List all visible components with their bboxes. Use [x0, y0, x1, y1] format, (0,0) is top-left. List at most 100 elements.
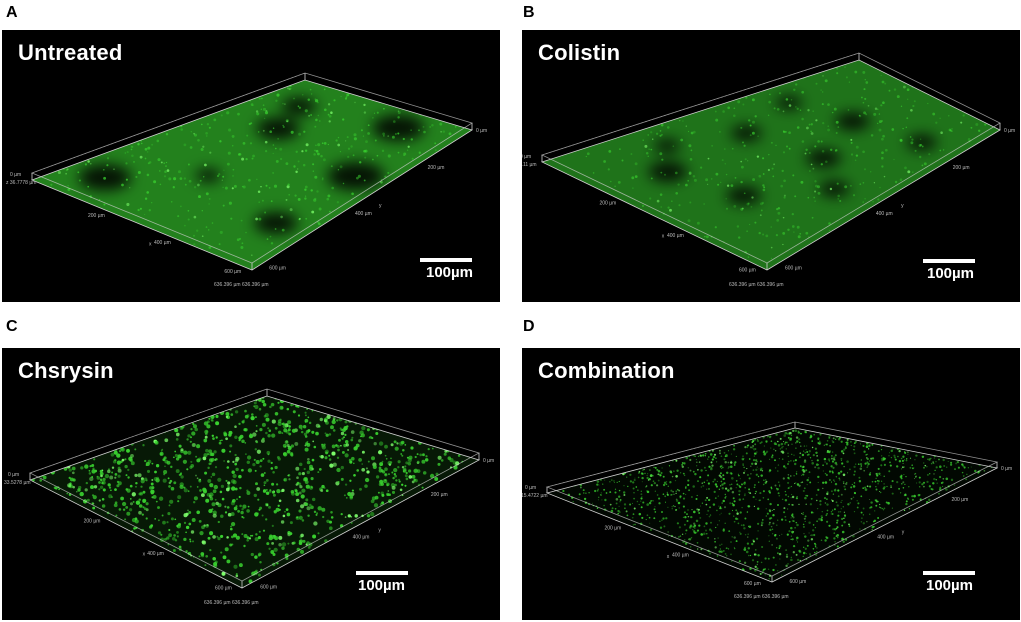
cell-dot [212, 535, 216, 539]
cell-dot [702, 484, 705, 487]
cell-dot [940, 482, 943, 484]
cell-dot [979, 470, 981, 473]
cell-dot [928, 498, 931, 502]
cell-dot [289, 87, 292, 90]
cell-dot [211, 222, 214, 224]
cell-dot [836, 545, 839, 548]
cell-dot [767, 568, 770, 570]
cell-dot [699, 505, 702, 507]
cell-dot [663, 525, 666, 528]
cell-dot [726, 547, 728, 549]
cell-dot [435, 472, 439, 476]
biofilm-void [806, 149, 842, 167]
cell-dot [209, 492, 214, 497]
cell-dot [373, 503, 379, 508]
cell-dot [791, 519, 795, 523]
cell-dot [722, 499, 725, 503]
cell-dot [237, 509, 241, 513]
cell-dot [350, 145, 353, 148]
cell-dot [353, 137, 357, 141]
cell-dot [727, 548, 730, 550]
cell-dot [873, 519, 877, 522]
cell-dot [138, 504, 143, 508]
cell-dot [759, 492, 762, 495]
cell-dot [793, 460, 795, 462]
cell-dot [216, 414, 218, 417]
cell-dot [734, 441, 736, 444]
cell-dot [397, 151, 400, 154]
cell-dot [125, 474, 128, 477]
cell-dot [230, 479, 236, 484]
cell-dot [739, 478, 741, 480]
cell-dot [360, 435, 362, 438]
cell-dot [344, 420, 348, 424]
cell-dot [802, 551, 806, 555]
cell-dot [805, 449, 807, 451]
cell-dot [189, 485, 192, 488]
cell-dot [722, 110, 725, 113]
axis-label-y-1: 400 µm [355, 211, 372, 217]
cell-dot [596, 507, 599, 509]
cell-dot [248, 178, 251, 182]
cell-dot [193, 132, 195, 135]
cell-dot [911, 495, 914, 498]
cell-dot [393, 440, 397, 444]
cell-dot [137, 473, 142, 478]
cell-dot [308, 421, 312, 425]
cell-dot [254, 404, 259, 410]
cell-dot [746, 230, 748, 233]
cell-dot [732, 497, 735, 500]
cell-dot [287, 183, 290, 186]
cell-dot [862, 201, 864, 203]
cell-dot [908, 485, 910, 488]
axis-label-z-top: 0 µm [525, 485, 536, 491]
cell-dot [287, 542, 290, 545]
cell-dot [337, 143, 341, 147]
cell-dot [853, 510, 856, 513]
cell-dot [722, 549, 725, 552]
cell-dot [790, 428, 792, 429]
cell-dot [754, 462, 758, 465]
cell-dot [727, 106, 731, 110]
cell-dot [770, 455, 774, 459]
cell-dot [733, 107, 736, 109]
cell-dot [320, 154, 323, 158]
cell-dot [178, 444, 182, 448]
cell-dot [911, 138, 914, 141]
cell-dot [780, 442, 784, 446]
cell-dot [805, 428, 808, 429]
cell-dot [98, 198, 101, 201]
cell-dot [889, 464, 892, 467]
cell-dot [795, 472, 798, 475]
cell-dot [277, 401, 280, 404]
cell-dot [732, 515, 735, 517]
cell-dot [398, 480, 401, 483]
cell-dot [822, 75, 824, 77]
cell-dot [904, 166, 907, 170]
cell-dot [387, 490, 390, 492]
cell-dot [710, 444, 713, 447]
cell-dot [838, 514, 840, 517]
cell-dot [337, 169, 340, 171]
cell-dot [270, 200, 273, 203]
cell-dot [768, 517, 772, 520]
cell-dot [144, 477, 148, 481]
cell-dot [364, 477, 370, 483]
cell-dot [614, 488, 617, 490]
cell-dot [742, 463, 744, 465]
cell-dot [610, 180, 612, 183]
axis-label-x-0: 200 µm [84, 518, 101, 524]
axis-label-y-0: 600 µm [790, 579, 807, 585]
cell-dot [304, 480, 309, 484]
cell-dot [907, 98, 909, 100]
cell-dot [724, 487, 728, 490]
cell-dot [382, 132, 385, 136]
cell-dot [650, 131, 653, 134]
cell-dot [341, 450, 345, 454]
cell-dot [225, 437, 228, 441]
cell-dot [311, 430, 315, 434]
cell-dot [650, 474, 653, 477]
cell-dot [743, 466, 745, 469]
cell-dot [242, 516, 245, 519]
